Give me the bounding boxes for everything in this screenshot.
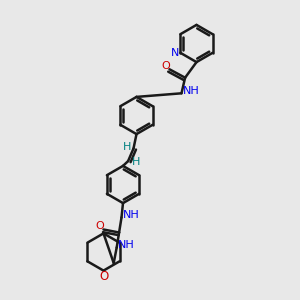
Text: O: O [99, 269, 108, 283]
Text: O: O [95, 220, 104, 231]
Text: NH: NH [118, 240, 135, 250]
Text: NH: NH [183, 86, 200, 96]
Text: O: O [161, 61, 170, 71]
Text: H: H [131, 157, 140, 167]
Text: H: H [123, 142, 131, 152]
Text: N: N [171, 48, 179, 58]
Text: NH: NH [123, 210, 140, 220]
